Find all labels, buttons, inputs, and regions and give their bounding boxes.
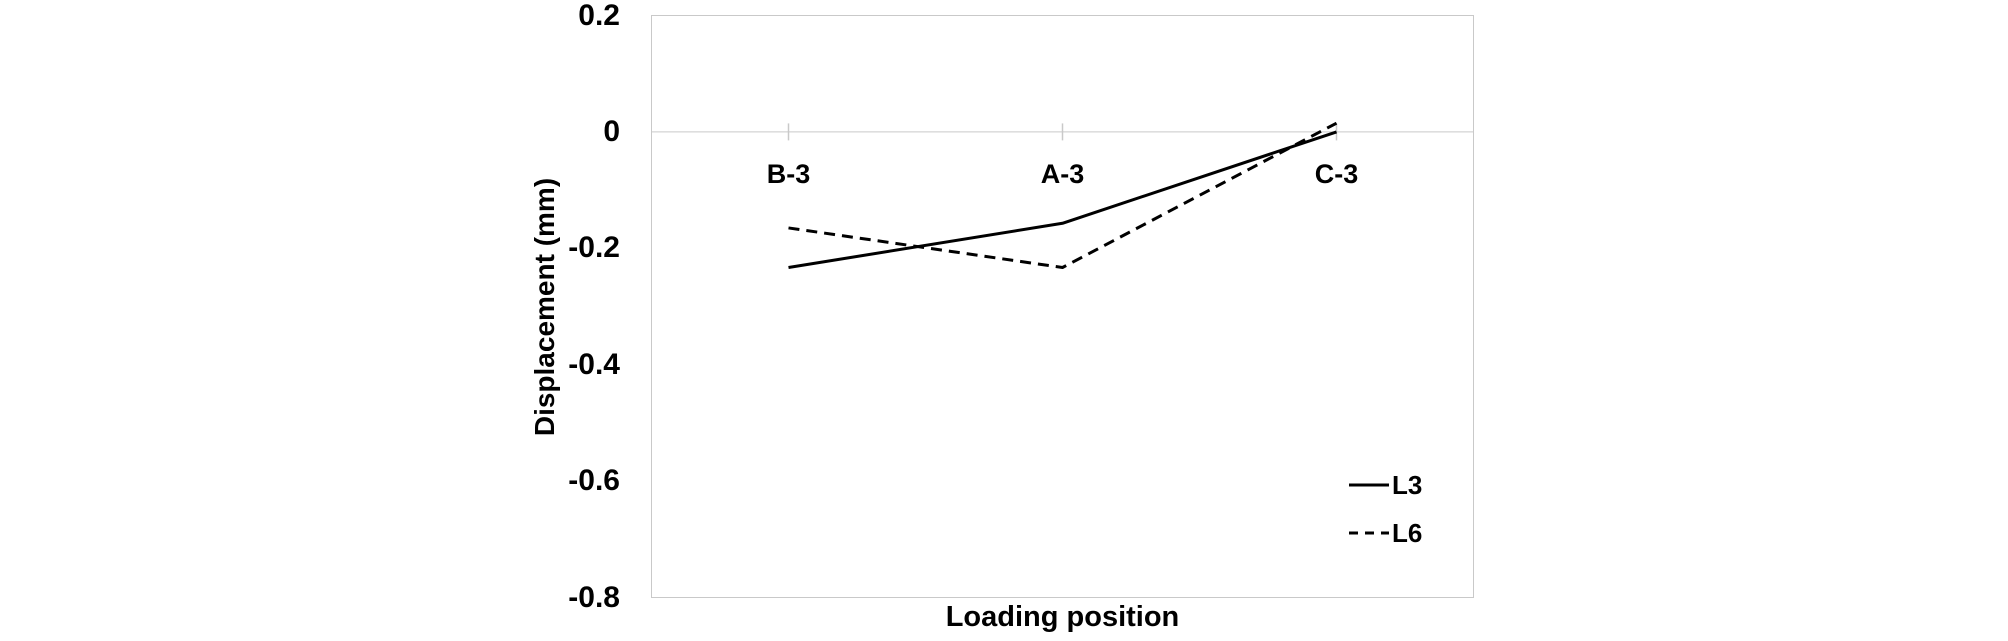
category-label-b-3: B-3	[766, 158, 811, 189]
legend: L3 L6	[1348, 468, 1422, 550]
legend-label: L6	[1392, 518, 1423, 548]
y-tick-label: -0.8	[568, 580, 620, 614]
y-tick-label: 0	[603, 114, 620, 148]
x-axis-title: Loading position	[945, 601, 1180, 633]
y-tick-label: -0.4	[568, 347, 620, 381]
legend-item-l3: L3	[1348, 468, 1422, 502]
legend-line-sample-solid	[1349, 483, 1389, 487]
category-label-a-3: A-3	[1040, 158, 1085, 189]
y-tick-label: -0.2	[568, 231, 620, 265]
y-tick-label: -0.6	[568, 464, 620, 498]
category-label-c-3: C-3	[1314, 158, 1359, 189]
legend-item-l6: L6	[1348, 516, 1422, 550]
series-line-l3	[788, 130, 1337, 269]
legend-label: L3	[1392, 470, 1423, 500]
y-tick-label: 0.2	[578, 0, 620, 32]
series-line-l6	[788, 121, 1338, 270]
y-axis-title: Displacement (mm)	[529, 177, 560, 436]
legend-line-sample-dashed	[1349, 531, 1389, 535]
plot-border	[651, 15, 1474, 598]
